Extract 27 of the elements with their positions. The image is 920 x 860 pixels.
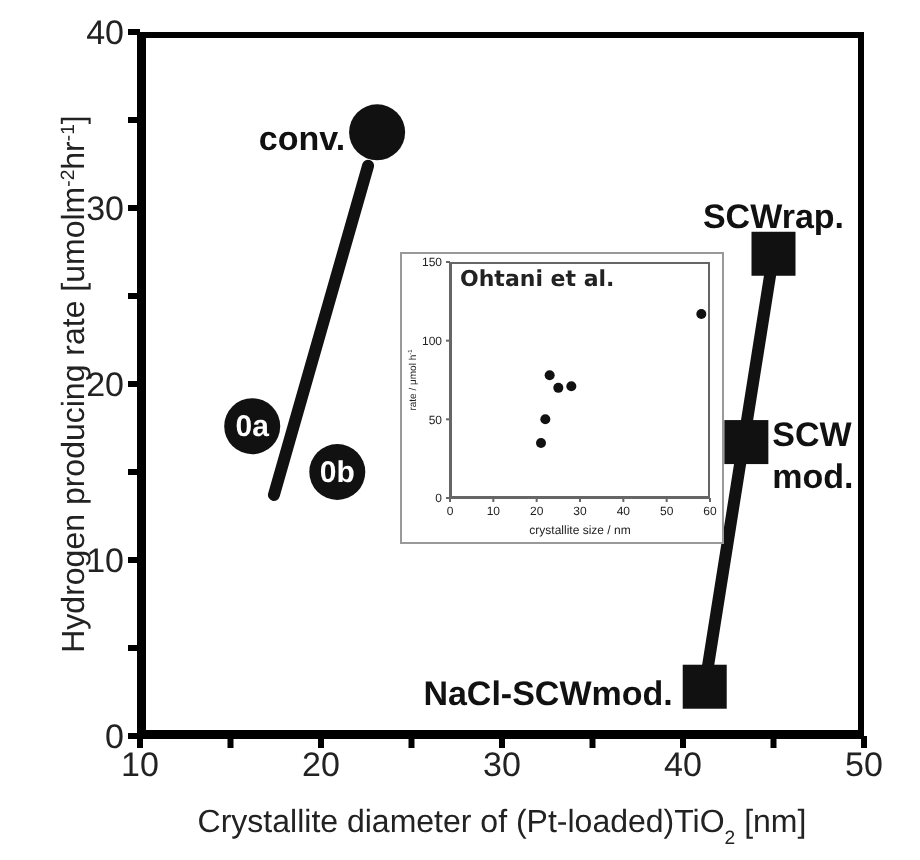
y-tick-label: 30 <box>86 190 124 229</box>
x-axis-title: Crystallite diameter of (Pt-loaded)TiO$_{2}$ [nm] <box>197 806 807 849</box>
annotation: conv. <box>258 119 346 158</box>
x-tick-label: 30 <box>483 746 521 785</box>
point <box>566 381 577 392</box>
x-tick-label: 50 <box>845 746 883 785</box>
annotation: SCW mod. <box>772 415 854 496</box>
annotation: 0b <box>319 455 355 489</box>
point <box>544 370 555 381</box>
point <box>682 664 727 709</box>
annotation: NaCl-SCWmod. <box>423 673 673 712</box>
point <box>751 231 796 276</box>
point <box>553 382 564 393</box>
y-tick-label: 0 <box>105 718 124 757</box>
annotation: Ohtani et al. <box>460 266 615 292</box>
annotation: SCWrap. <box>702 196 845 235</box>
annotation: 0a <box>235 409 271 444</box>
point <box>536 437 546 448</box>
x-tick-label: 20 <box>302 746 340 785</box>
point <box>540 414 551 425</box>
y-tick-label: 40 <box>86 14 124 53</box>
point <box>724 420 769 465</box>
x-tick-label: 40 <box>664 746 702 785</box>
point <box>349 104 406 161</box>
x-tick-label: 10 <box>121 746 159 785</box>
y-tick-label: 10 <box>86 542 124 581</box>
point <box>696 308 707 319</box>
